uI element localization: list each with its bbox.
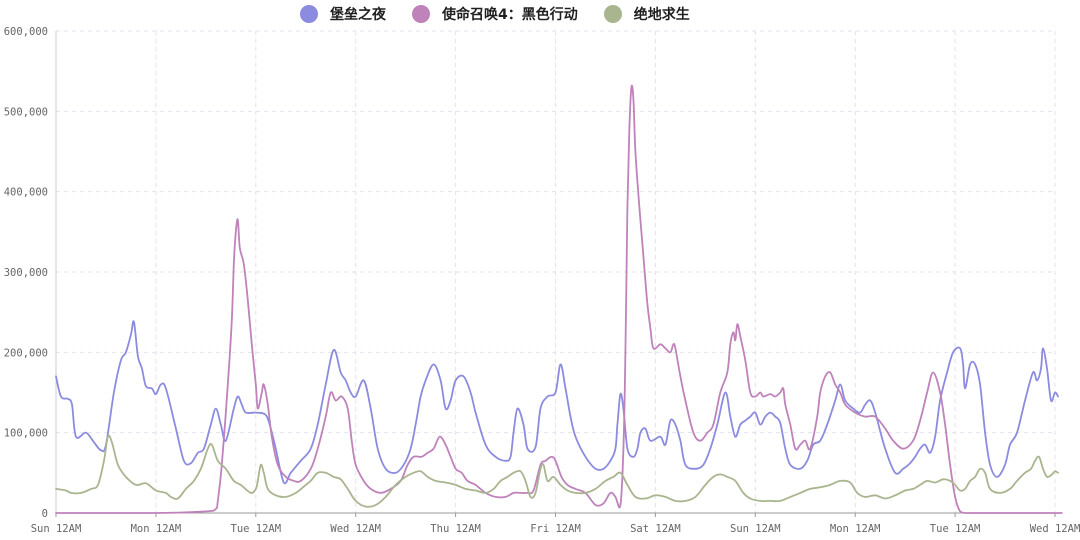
x-tick-label: Mon 12AM [830, 523, 881, 535]
x-tick-label: Mon 12AM [131, 523, 182, 535]
y-tick-label: 100,000 [4, 428, 48, 440]
y-tick-label: 600,000 [4, 26, 48, 38]
x-tick-label: Tue 12AM [930, 523, 981, 535]
x-tick-label: Thu 12AM [430, 523, 481, 535]
y-tick-label: 300,000 [4, 267, 48, 279]
legend-item-cod[interactable]: 使命召唤4：黑色行动 [412, 4, 578, 24]
y-tick-label: 200,000 [4, 347, 48, 359]
legend-dot-pubg [603, 5, 622, 23]
x-tick-label: Tue 12AM [231, 523, 282, 535]
y-tick-label: 0 [42, 508, 48, 520]
x-tick-label: Sat 12AM [630, 523, 681, 535]
series-line-2 [55, 434, 1059, 508]
y-tick-label: 400,000 [4, 187, 48, 199]
x-tick-label: Fri 12AM [530, 523, 581, 535]
x-tick-label: Wed 12AM [330, 523, 381, 535]
legend: 堡垒之夜 使命召唤4：黑色行动 绝地求生 [300, 4, 716, 24]
series-line-0 [55, 320, 1059, 485]
x-tick-label: Wed 12AM [1030, 523, 1080, 535]
legend-item-pubg[interactable]: 绝地求生 [603, 4, 690, 24]
legend-label-fortnite: 堡垒之夜 [330, 7, 386, 23]
series-line-1 [55, 84, 1063, 514]
x-tick-label: Sun 12AM [730, 523, 781, 535]
legend-dot-cod [412, 5, 430, 23]
legend-label-pubg: 绝地求生 [633, 7, 690, 23]
legend-label-cod: 使命召唤4：黑色行动 [442, 7, 578, 23]
y-tick-label: 500,000 [4, 106, 48, 118]
legend-item-fortnite[interactable]: 堡垒之夜 [300, 4, 386, 24]
legend-dot-fortnite [300, 5, 318, 23]
x-tick-label: Sun 12AM [31, 523, 82, 535]
